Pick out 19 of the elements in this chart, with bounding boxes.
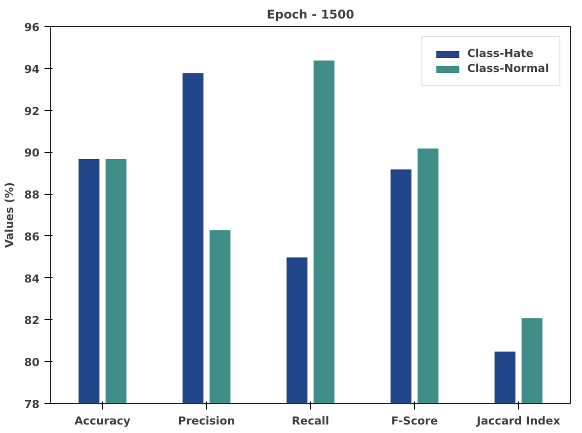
y-tick-label: 88 — [24, 188, 40, 202]
y-tick-label: 90 — [24, 146, 40, 160]
y-tick-label: 82 — [24, 314, 40, 328]
x-tick-label: Accuracy — [74, 414, 130, 428]
legend-label: Class-Normal — [467, 62, 549, 75]
y-axis-title: Values (%) — [3, 182, 16, 248]
x-tick-label: Jaccard Index — [476, 414, 560, 428]
y-tick-label: 80 — [24, 356, 40, 370]
y-tick-label: 94 — [24, 62, 40, 76]
legend-label: Class-Hate — [467, 47, 534, 60]
x-tick-label: F-Score — [391, 414, 438, 428]
x-tick-label: Recall — [292, 414, 330, 428]
y-tick-label: 78 — [24, 398, 40, 411]
y-tick-label: 96 — [24, 21, 40, 34]
y-tick-label: 92 — [24, 104, 40, 118]
y-tick-label: 84 — [24, 272, 40, 286]
chart-title: Epoch - 1500 — [266, 8, 354, 22]
y-tick-label: 86 — [24, 230, 40, 244]
x-tick-label: Precision — [178, 414, 235, 428]
